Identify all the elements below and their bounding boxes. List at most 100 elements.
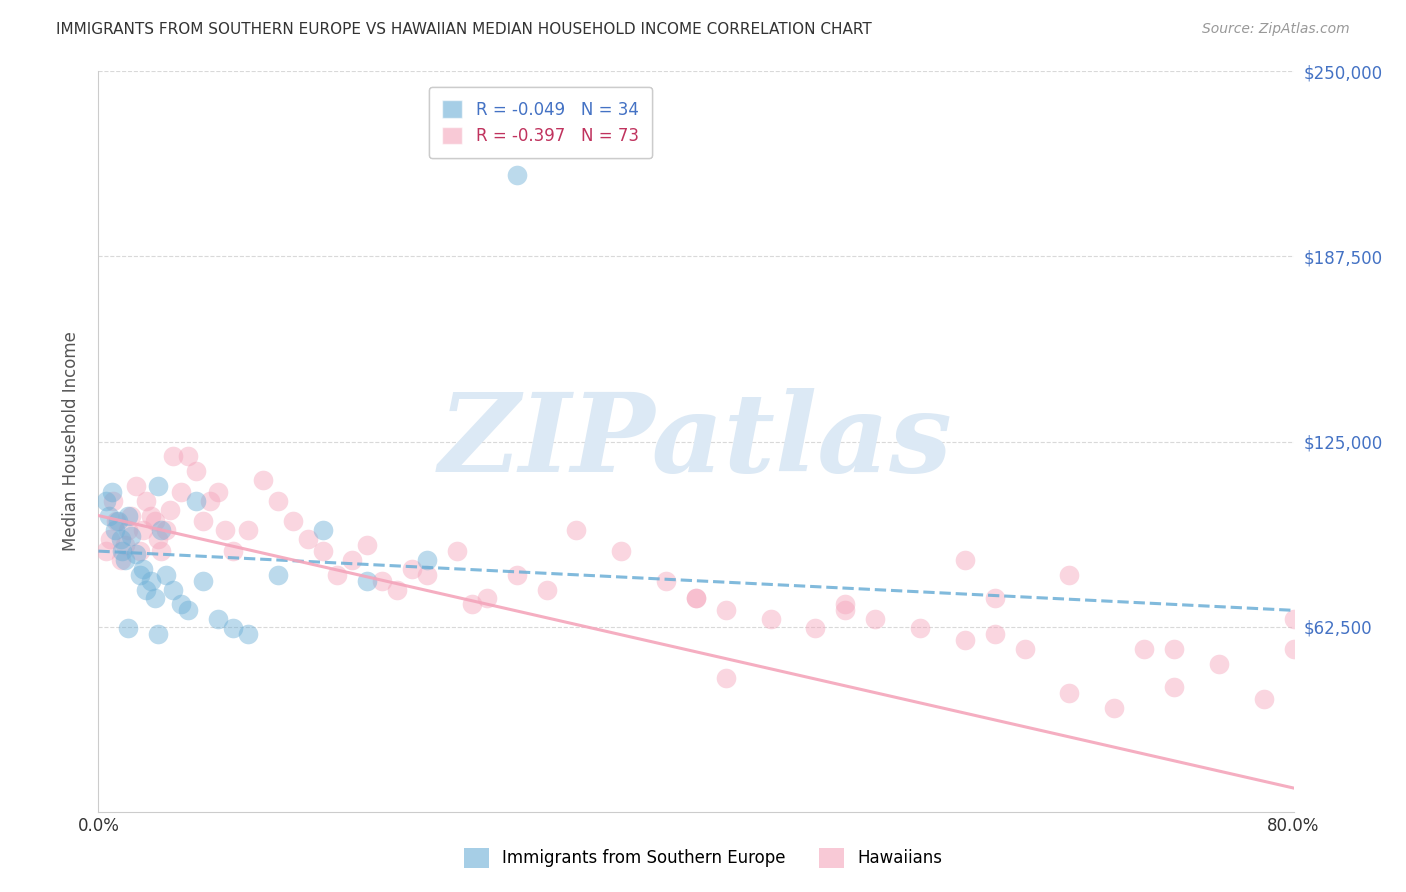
Point bbox=[177, 603, 200, 617]
Point bbox=[953, 632, 976, 647]
Point bbox=[135, 493, 157, 508]
Point bbox=[155, 567, 177, 582]
Point bbox=[110, 553, 132, 567]
Point bbox=[162, 450, 184, 464]
Point bbox=[565, 524, 588, 538]
Legend: R = -0.049   N = 34, R = -0.397   N = 73: R = -0.049 N = 34, R = -0.397 N = 73 bbox=[429, 87, 652, 159]
Point bbox=[416, 567, 439, 582]
Legend: Immigrants from Southern Europe, Hawaiians: Immigrants from Southern Europe, Hawaiia… bbox=[457, 841, 949, 875]
Point bbox=[150, 524, 173, 538]
Point bbox=[1282, 612, 1305, 626]
Point bbox=[953, 553, 976, 567]
Point bbox=[132, 562, 155, 576]
Point bbox=[610, 544, 633, 558]
Point bbox=[135, 582, 157, 597]
Point bbox=[834, 603, 856, 617]
Point bbox=[162, 582, 184, 597]
Point bbox=[222, 544, 245, 558]
Point bbox=[143, 591, 166, 606]
Point bbox=[252, 473, 274, 487]
Point bbox=[169, 484, 191, 499]
Point bbox=[267, 493, 290, 508]
Point bbox=[148, 533, 170, 547]
Point bbox=[281, 515, 304, 529]
Point bbox=[804, 621, 827, 635]
Point bbox=[103, 493, 125, 508]
Point bbox=[461, 598, 484, 612]
Point bbox=[759, 612, 782, 626]
Point bbox=[104, 524, 127, 538]
Point bbox=[148, 479, 170, 493]
Point bbox=[655, 574, 678, 588]
Point bbox=[356, 574, 378, 588]
Point bbox=[139, 508, 162, 523]
Point bbox=[129, 544, 152, 558]
Point bbox=[150, 544, 173, 558]
Point bbox=[236, 627, 259, 641]
Point bbox=[1059, 567, 1081, 582]
Point bbox=[834, 598, 856, 612]
Point bbox=[446, 544, 468, 558]
Point bbox=[117, 621, 139, 635]
Point bbox=[297, 533, 319, 547]
Point bbox=[177, 450, 200, 464]
Point bbox=[222, 621, 245, 635]
Y-axis label: Median Household Income: Median Household Income bbox=[62, 332, 80, 551]
Point bbox=[1104, 701, 1126, 715]
Point bbox=[105, 515, 128, 529]
Point bbox=[169, 598, 191, 612]
Point bbox=[326, 567, 349, 582]
Point bbox=[191, 515, 214, 529]
Point bbox=[117, 524, 139, 538]
Point bbox=[356, 538, 378, 552]
Point bbox=[214, 524, 236, 538]
Point bbox=[1014, 641, 1036, 656]
Point bbox=[236, 524, 259, 538]
Point bbox=[685, 591, 707, 606]
Point bbox=[132, 524, 155, 538]
Point bbox=[97, 508, 120, 523]
Point bbox=[101, 484, 124, 499]
Point bbox=[159, 502, 181, 516]
Point bbox=[371, 574, 394, 588]
Point bbox=[148, 627, 170, 641]
Point bbox=[117, 508, 139, 523]
Point bbox=[1163, 681, 1185, 695]
Point bbox=[207, 612, 229, 626]
Point bbox=[207, 484, 229, 499]
Point bbox=[1253, 692, 1275, 706]
Point bbox=[114, 553, 136, 567]
Point bbox=[125, 547, 148, 561]
Point bbox=[94, 493, 117, 508]
Point bbox=[155, 524, 177, 538]
Point bbox=[506, 567, 529, 582]
Point bbox=[1059, 686, 1081, 700]
Text: ZIPatlas: ZIPatlas bbox=[439, 388, 953, 495]
Point bbox=[865, 612, 887, 626]
Point bbox=[1163, 641, 1185, 656]
Point bbox=[129, 567, 152, 582]
Point bbox=[311, 524, 333, 538]
Point bbox=[191, 574, 214, 588]
Point bbox=[685, 591, 707, 606]
Point bbox=[1133, 641, 1156, 656]
Point bbox=[401, 562, 423, 576]
Point bbox=[506, 168, 529, 182]
Point bbox=[200, 493, 222, 508]
Point bbox=[984, 627, 1007, 641]
Point bbox=[267, 567, 290, 582]
Point bbox=[385, 582, 409, 597]
Point bbox=[416, 553, 439, 567]
Point bbox=[111, 544, 134, 558]
Point bbox=[536, 582, 558, 597]
Point bbox=[1208, 657, 1230, 671]
Point bbox=[139, 574, 162, 588]
Point bbox=[908, 621, 931, 635]
Point bbox=[120, 529, 142, 543]
Point bbox=[342, 553, 364, 567]
Point bbox=[125, 479, 148, 493]
Point bbox=[143, 515, 166, 529]
Point bbox=[114, 538, 136, 552]
Point bbox=[110, 533, 132, 547]
Point bbox=[984, 591, 1007, 606]
